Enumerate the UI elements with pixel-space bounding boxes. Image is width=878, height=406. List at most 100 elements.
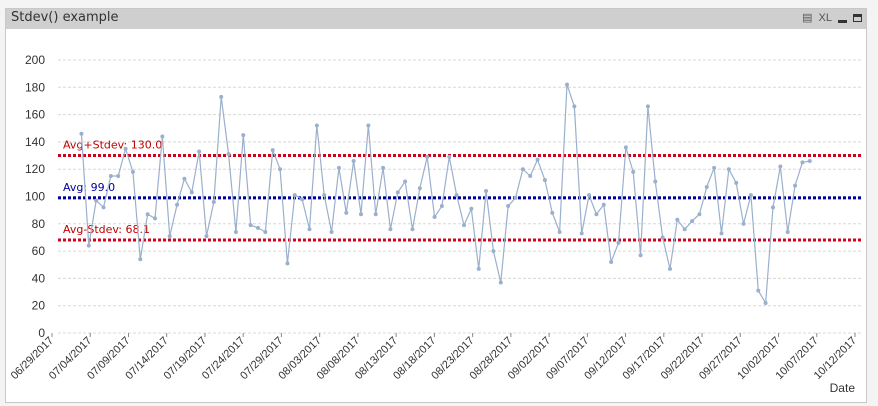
- data-point: [682, 227, 687, 232]
- data-point: [476, 266, 481, 271]
- data-point: [417, 186, 422, 191]
- data-point: [263, 229, 268, 234]
- print-icon[interactable]: ▤: [802, 12, 813, 24]
- data-point: [94, 198, 99, 203]
- reference-line-label: Avg: 99.0: [63, 181, 115, 194]
- data-point: [204, 234, 209, 239]
- data-point: [461, 223, 466, 228]
- export-excel-icon[interactable]: XL: [818, 11, 832, 24]
- data-point: [255, 225, 260, 230]
- data-point: [550, 210, 555, 215]
- data-point: [241, 133, 246, 138]
- data-point: [484, 189, 489, 194]
- data-point: [373, 212, 378, 217]
- data-point: [160, 134, 165, 139]
- data-point: [432, 214, 437, 219]
- data-point: [285, 261, 290, 266]
- data-point: [623, 145, 628, 150]
- data-point: [403, 179, 408, 184]
- data-point: [410, 227, 415, 232]
- data-point: [491, 249, 496, 254]
- data-point: [542, 178, 547, 183]
- data-point: [807, 159, 812, 164]
- data-point: [226, 152, 231, 157]
- y-tick-label: 180: [25, 80, 45, 94]
- data-point: [152, 216, 157, 221]
- data-point: [300, 197, 305, 202]
- data-point: [498, 280, 503, 285]
- data-point: [712, 165, 717, 170]
- maximize-icon[interactable]: [853, 13, 862, 22]
- y-tick-label: 140: [25, 135, 45, 149]
- data-point: [108, 174, 113, 179]
- data-point: [719, 231, 724, 236]
- data-point: [248, 223, 253, 228]
- data-point: [800, 160, 805, 165]
- data-point: [579, 231, 584, 236]
- data-point: [167, 234, 172, 239]
- data-point: [616, 240, 621, 245]
- data-point: [734, 180, 739, 185]
- data-point: [336, 165, 341, 170]
- caption-icons: ▤ XL: [802, 11, 862, 24]
- data-point: [395, 190, 400, 195]
- data-point: [270, 148, 275, 153]
- reference-line-label: Avg-Stdev: 68.1: [63, 223, 150, 236]
- data-point: [601, 202, 606, 207]
- data-point: [756, 288, 761, 293]
- data-point: [123, 146, 128, 151]
- data-point: [690, 219, 695, 224]
- data-point: [528, 174, 533, 179]
- data-point: [278, 167, 283, 172]
- reference-line-label: Avg+Stdev: 130.0: [63, 139, 162, 152]
- data-point: [86, 243, 91, 248]
- data-point: [594, 212, 599, 217]
- data-point: [101, 205, 106, 210]
- data-point: [564, 82, 569, 87]
- data-point: [557, 229, 562, 234]
- data-point: [351, 159, 356, 164]
- data-point: [197, 149, 202, 154]
- data-point: [233, 229, 238, 234]
- data-point: [138, 257, 143, 262]
- data-point: [667, 266, 672, 271]
- y-tick-label: 40: [32, 271, 46, 285]
- data-point: [358, 212, 363, 217]
- y-tick-label: 80: [32, 217, 46, 231]
- y-tick-label: 120: [25, 162, 45, 176]
- minimize-icon[interactable]: [838, 20, 847, 23]
- data-point: [292, 193, 297, 198]
- data-point: [778, 164, 783, 169]
- data-point: [381, 165, 386, 170]
- data-point: [587, 193, 592, 198]
- data-point: [535, 157, 540, 162]
- data-point: [219, 94, 224, 99]
- data-point: [770, 205, 775, 210]
- data-point: [748, 193, 753, 198]
- data-point: [520, 167, 525, 172]
- data-point: [675, 217, 680, 222]
- data-point: [609, 260, 614, 265]
- data-point: [425, 154, 430, 159]
- data-point: [653, 179, 658, 184]
- data-point: [631, 169, 636, 174]
- data-point: [314, 123, 319, 128]
- y-tick-label: 160: [25, 108, 45, 122]
- y-tick-label: 20: [32, 299, 46, 313]
- data-point: [130, 169, 135, 174]
- chart-title: Stdev() example: [11, 10, 119, 25]
- data-point: [182, 176, 187, 181]
- caption-bar[interactable]: Stdev() example ▤ XL: [6, 9, 866, 29]
- data-point: [793, 183, 798, 188]
- data-point: [366, 123, 371, 128]
- data-point: [469, 206, 474, 211]
- x-axis-title: Date: [830, 381, 856, 395]
- data-point: [645, 104, 650, 109]
- y-tick-label: 60: [32, 244, 46, 258]
- data-point: [439, 204, 444, 209]
- data-point: [660, 235, 665, 240]
- y-tick-label: 100: [25, 190, 45, 204]
- data-point: [506, 204, 511, 209]
- data-point: [145, 212, 150, 217]
